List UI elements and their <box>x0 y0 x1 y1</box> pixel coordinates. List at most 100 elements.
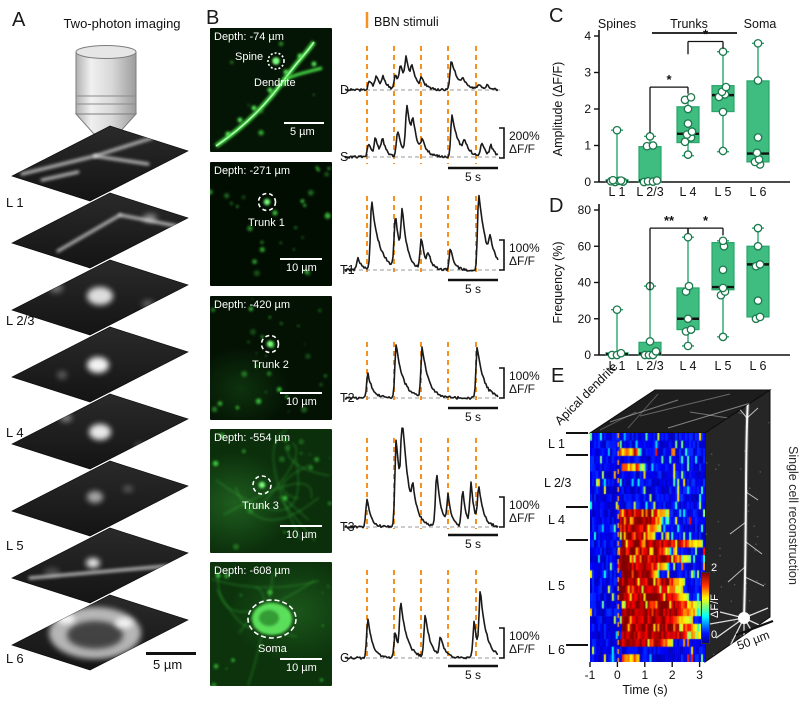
fluorescent-punctum <box>211 682 217 686</box>
fluorescent-blob <box>143 214 157 222</box>
microscopy-image-spine: Depth: -74 µm Spine Dendrite 5 µm <box>210 28 332 152</box>
basal-dendrite <box>743 607 769 619</box>
dendrite-filament <box>599 411 637 431</box>
panel-c-letter: C <box>549 5 564 27</box>
trace-label-T2: T2 <box>340 391 355 405</box>
fluorescent-punctum <box>231 658 235 662</box>
speckle <box>746 490 749 492</box>
y-tick-label: 4 <box>584 29 591 43</box>
spine-head <box>251 105 257 111</box>
roi-label-trunk3: Trunk 3 <box>242 500 279 512</box>
fluorescent-punctum <box>230 60 234 64</box>
dendrite-streak <box>93 154 150 166</box>
fluorescent-punctum <box>304 269 309 274</box>
fluorescent-blob <box>57 371 67 379</box>
y-tick-label: 80 <box>578 203 592 217</box>
fluorescent-punctum <box>279 322 283 325</box>
fluorescent-punctum <box>278 456 285 463</box>
significance-label: ** <box>664 213 675 228</box>
panel-b-letter: B <box>206 7 220 29</box>
time-scale-label: 5 s <box>465 668 481 682</box>
fluorescent-punctum <box>279 241 282 245</box>
dendrite-streak <box>40 170 80 182</box>
fluorescent-punctum <box>278 41 284 47</box>
tile-art <box>211 571 330 686</box>
y-axis-title: Frequency (%) <box>551 242 565 324</box>
fluorescent-punctum <box>241 195 246 200</box>
fluorescent-punctum <box>233 543 239 550</box>
fluorescent-punctum <box>211 406 218 412</box>
data-point <box>718 236 728 246</box>
roi-label-trunk1: Trunk 1 <box>248 217 285 229</box>
scale-bar-label: 5 µm <box>290 126 315 138</box>
objective-lens-icon <box>74 45 138 168</box>
roi-circle <box>252 475 272 495</box>
speckle <box>713 571 715 573</box>
scale-bar-label: 10 µm <box>286 529 317 541</box>
neurite-filament <box>261 442 298 505</box>
neurite-filament <box>223 482 313 516</box>
fluorescent-punctum <box>320 678 324 682</box>
calcium-trace-C <box>344 591 499 660</box>
imaging-plane <box>11 125 189 202</box>
roi-circle <box>257 192 277 212</box>
data-point <box>683 341 693 351</box>
speckle <box>748 487 751 490</box>
panel-d-letter: D <box>549 195 564 217</box>
soma-texture <box>259 610 279 626</box>
fluorescent-punctum <box>255 398 262 405</box>
x-tick-label: 2 <box>669 668 676 682</box>
data-point <box>686 92 696 102</box>
significance-label: * <box>703 26 709 41</box>
category-label: L 4 <box>680 185 697 199</box>
dendrite-branch <box>283 66 323 82</box>
fluorescent-punctum <box>225 667 228 670</box>
vertical-scale-bracket <box>499 239 505 271</box>
speckle <box>720 586 723 588</box>
speckle <box>748 599 751 602</box>
fluorescent-punctum <box>241 449 246 454</box>
data-point <box>612 125 622 135</box>
amplitude-boxplot: 0 1 2 3 4 Amplitude (ΔF/F) L 1 L 2/3 L 4 L 5 L 6 Sp… <box>551 17 790 199</box>
neurite-filament <box>281 463 312 500</box>
single-cell-reconstruction-label: Single cell reconstruction <box>786 446 800 585</box>
y-tick-label: 2 <box>584 102 591 116</box>
imaging-plane <box>11 192 189 269</box>
trace-label-T3: T3 <box>340 520 355 534</box>
soma-core <box>67 621 123 649</box>
scale-bar-label: 5 µm <box>153 657 183 672</box>
y-tick-label: 3 <box>584 66 591 80</box>
fluorescent-punctum <box>308 465 314 470</box>
speckle <box>756 579 758 582</box>
y-tick-label: 0 <box>584 175 591 189</box>
scale-unit-label: ΔF/F <box>509 142 535 156</box>
tile-art <box>212 429 332 550</box>
y-tick-label: 1 <box>584 139 591 153</box>
speckle <box>715 468 717 471</box>
fluorescent-punctum <box>241 371 248 377</box>
layer-label-l6: L 6 <box>6 651 24 666</box>
fluorescent-punctum <box>264 390 268 394</box>
neurite-filament <box>216 572 274 629</box>
data-point <box>652 176 662 185</box>
data-point <box>683 150 693 159</box>
bbn-stimuli-title: BBN stimuli <box>374 15 439 29</box>
fluorescent-blob <box>60 414 72 422</box>
panel-a-title: Two-photon imaging <box>63 16 181 31</box>
fluorescent-punctum <box>329 457 331 460</box>
layer-label-l1: L 1 <box>6 195 24 210</box>
data-point <box>755 260 765 269</box>
microscopy-image-trunk2: Depth: -420 µm Trunk 2 10 µm <box>210 296 332 420</box>
speckle <box>747 510 750 512</box>
frequency-boxplot: 0 20 40 60 80 Frequency (%) L 1 L 2/3 L 4 L 5 L 6 *… <box>551 203 790 373</box>
data-point <box>753 241 763 251</box>
spine-head <box>297 53 303 59</box>
fluorescent-blob <box>87 357 109 373</box>
scale-bar-line <box>280 392 322 394</box>
fluorescent-punctum <box>247 225 253 232</box>
fluorescent-punctum <box>292 248 295 251</box>
fluorescent-punctum <box>324 212 331 219</box>
fluorescent-punctum <box>300 199 305 204</box>
data-point <box>616 348 626 358</box>
